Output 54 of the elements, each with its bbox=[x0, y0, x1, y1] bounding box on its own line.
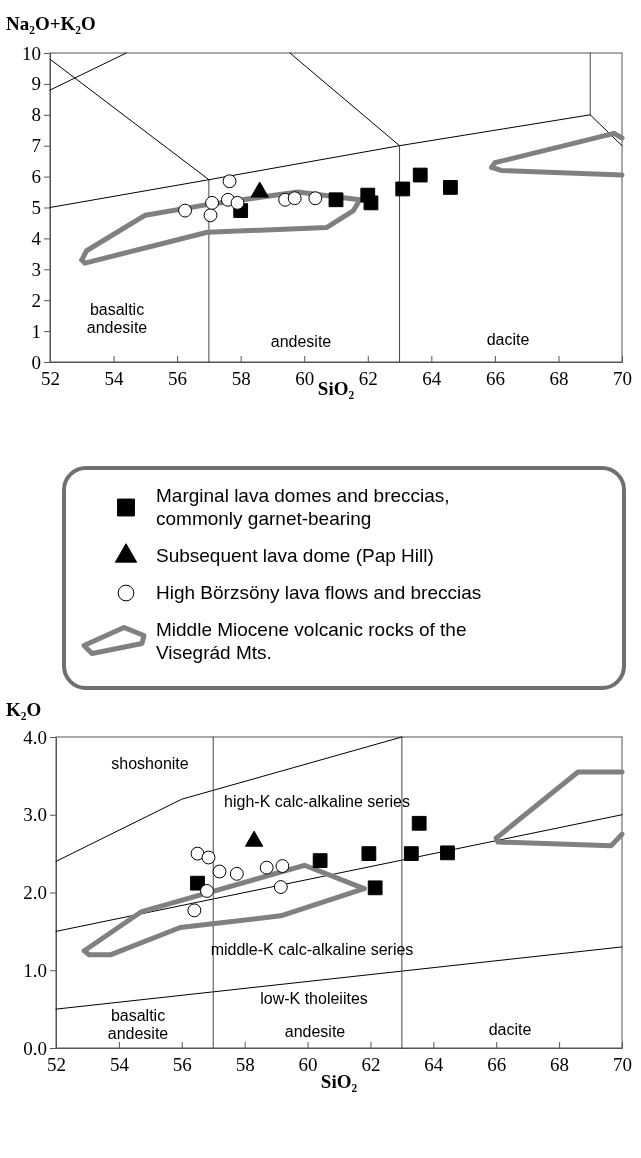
y-tick-label: 7 bbox=[31, 135, 41, 157]
annotation: andesite bbox=[284, 1023, 346, 1040]
y-tick-label: 8 bbox=[31, 104, 41, 126]
x-tick-label: 58 bbox=[231, 368, 251, 390]
x-tick-label: 58 bbox=[235, 1054, 255, 1076]
x-tick-label: 66 bbox=[487, 1054, 507, 1076]
legend-label: Subsequent lava dome (Pap Hill) bbox=[156, 545, 434, 566]
y-tick-label: 6 bbox=[31, 166, 41, 188]
y-axis-title: K₂O bbox=[6, 699, 42, 720]
x-tick-label: 52 bbox=[47, 1054, 66, 1076]
annotation: dacite bbox=[486, 331, 530, 348]
x-tick-label: 70 bbox=[613, 1054, 632, 1076]
x-axis-title: SiO₂ bbox=[317, 378, 355, 399]
x-tick-label: 56 bbox=[172, 1054, 192, 1076]
x-tick-label: 54 bbox=[104, 368, 125, 390]
y-tick-label: 5 bbox=[31, 197, 41, 219]
x-tick-label: 64 bbox=[424, 1054, 444, 1076]
x-tick-label: 52 bbox=[41, 368, 60, 390]
y-tick-label: 9 bbox=[31, 73, 41, 95]
x-tick-label: 66 bbox=[485, 368, 505, 390]
y-tick-label: 1 bbox=[31, 320, 41, 342]
annotation: dacite bbox=[488, 1021, 532, 1038]
legend-label: High Börzsöny lava flows and breccias bbox=[156, 582, 482, 603]
annotation: low-K tholeiites bbox=[260, 990, 368, 1007]
legend-label: Marginal lava domes and breccias, commonly garnet-bearing bbox=[156, 485, 450, 529]
x-tick-label: 60 bbox=[295, 368, 315, 390]
y-tick-label: 4 bbox=[31, 227, 42, 249]
legend-label: Middle Miocene volcanic rocks of the Visegrád Mts. bbox=[156, 619, 467, 663]
x-tick-label: 64 bbox=[422, 368, 442, 390]
x-tick-label: 68 bbox=[550, 1054, 570, 1076]
y-tick-label: 0 bbox=[31, 351, 41, 373]
y-tick-label: 2.0 bbox=[23, 882, 47, 904]
annotation: high-K calc-alkaline series bbox=[224, 793, 410, 810]
annotation: basaltic andesite bbox=[86, 301, 148, 336]
y-axis-title: Na₂O+K₂O bbox=[6, 13, 96, 34]
annotation: shoshonite bbox=[111, 755, 189, 772]
y-tick-label: 3 bbox=[31, 258, 41, 280]
x-tick-label: 54 bbox=[109, 1054, 130, 1076]
y-tick-label: 4.0 bbox=[23, 726, 47, 748]
x-axis-title: SiO₂ bbox=[320, 1071, 358, 1092]
x-tick-label: 68 bbox=[549, 368, 569, 390]
y-tick-label: 2 bbox=[31, 289, 41, 311]
y-tick-label: 1.0 bbox=[23, 959, 47, 981]
x-tick-label: 60 bbox=[298, 1054, 318, 1076]
x-tick-label: 62 bbox=[361, 1054, 381, 1076]
x-tick-label: 62 bbox=[358, 368, 378, 390]
annotation: basaltic andesite bbox=[107, 1007, 169, 1042]
x-tick-label: 70 bbox=[613, 368, 632, 390]
annotation: andesite bbox=[270, 333, 332, 350]
annotation: middle-K calc-alkaline series bbox=[210, 941, 414, 958]
y-tick-label: 0.0 bbox=[23, 1037, 47, 1059]
y-tick-label: 10 bbox=[22, 42, 41, 64]
y-tick-label: 3.0 bbox=[23, 804, 47, 826]
x-tick-label: 56 bbox=[168, 368, 188, 390]
